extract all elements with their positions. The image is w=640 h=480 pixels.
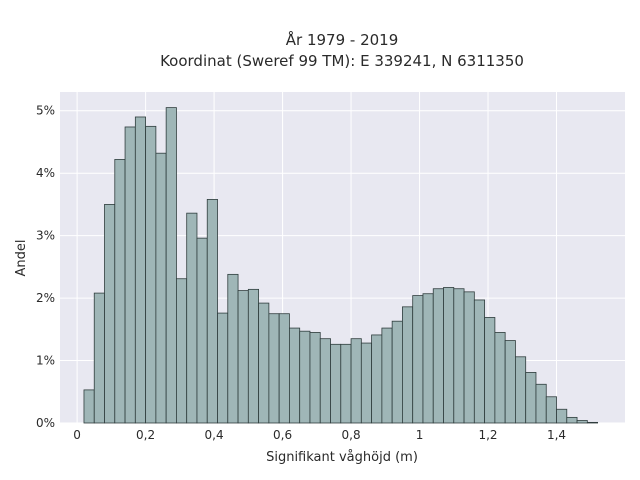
histogram-bar <box>299 330 311 424</box>
histogram-bar <box>443 287 455 424</box>
x-tick-label: 1 <box>416 428 424 442</box>
x-tick-label: 1,2 <box>478 428 497 442</box>
histogram-bar <box>473 299 486 424</box>
histogram-bar <box>545 396 557 424</box>
histogram-bar <box>525 372 537 424</box>
histogram-bar <box>155 152 167 424</box>
histogram-bar <box>402 306 414 424</box>
histogram-bar <box>145 125 157 424</box>
histogram-bar <box>83 389 95 424</box>
histogram-bar <box>104 204 116 424</box>
x-tick-label: 1,4 <box>547 428 566 442</box>
histogram-bar <box>350 338 362 424</box>
y-tick-label: 2% <box>36 291 55 305</box>
histogram-bar <box>556 408 568 424</box>
histogram-bar <box>576 420 588 424</box>
histogram-bar <box>93 292 105 424</box>
y-tick-label: 5% <box>36 104 55 118</box>
histogram-bar <box>134 116 147 424</box>
chart-title-line-1: År 1979 - 2019 <box>286 30 399 49</box>
x-tick-label: 0,2 <box>136 428 155 442</box>
x-axis-label: Signifikant våghöjd (m) <box>266 450 418 465</box>
histogram-bar <box>515 356 527 424</box>
histogram-bar <box>309 332 321 424</box>
histogram-bar <box>453 288 465 424</box>
histogram-bar <box>237 290 249 424</box>
histogram-bar <box>412 295 424 424</box>
histogram-bar <box>432 288 444 424</box>
histogram-bar <box>247 288 260 424</box>
histogram-bar <box>586 421 599 424</box>
histogram-bar <box>381 327 393 424</box>
y-axis-ticks: 0% 1% 2% 3% 4% 5% <box>36 104 55 430</box>
histogram-bar <box>484 317 496 424</box>
x-tick-label: 0 <box>73 428 81 442</box>
histogram-bar <box>176 278 188 424</box>
histogram-bar <box>186 212 198 424</box>
histogram-bar <box>371 334 383 424</box>
histogram-bar <box>227 273 239 424</box>
histogram-bar <box>494 332 506 424</box>
histogram-bar <box>217 312 229 424</box>
histogram-bar <box>360 342 373 424</box>
histogram-bar <box>535 383 547 424</box>
histogram-bar <box>268 313 280 424</box>
histogram-bar <box>289 327 301 424</box>
histogram-bar <box>206 199 218 424</box>
chart-title-line-2: Koordinat (Sweref 99 TM): E 339241, N 63… <box>160 52 524 70</box>
histogram-bar <box>319 338 331 424</box>
x-tick-label: 0,8 <box>342 428 361 442</box>
histogram-bar <box>165 107 177 424</box>
bars <box>83 107 599 424</box>
histogram-bar <box>278 313 290 424</box>
histogram-bar <box>258 302 270 424</box>
y-tick-label: 0% <box>36 416 55 430</box>
y-tick-label: 4% <box>36 166 55 180</box>
histogram-bar <box>340 343 352 424</box>
histogram-bar <box>196 237 208 424</box>
y-tick-label: 3% <box>36 229 55 243</box>
histogram-bar <box>463 291 475 424</box>
histogram-bar <box>504 340 516 424</box>
histogram-bar <box>124 126 136 424</box>
x-tick-label: 0,4 <box>205 428 224 442</box>
x-axis-ticks: 0 0,2 0,4 0,6 0,8 1 1,2 1,4 <box>73 428 566 442</box>
y-axis-label: Andel <box>14 240 29 277</box>
histogram-bar <box>391 320 403 424</box>
histogram-bar <box>114 159 126 424</box>
histogram-bar <box>330 343 342 424</box>
y-tick-label: 1% <box>36 354 55 368</box>
histogram-bar <box>422 293 434 424</box>
histogram-bar <box>566 416 578 424</box>
x-tick-label: 0,6 <box>273 428 292 442</box>
